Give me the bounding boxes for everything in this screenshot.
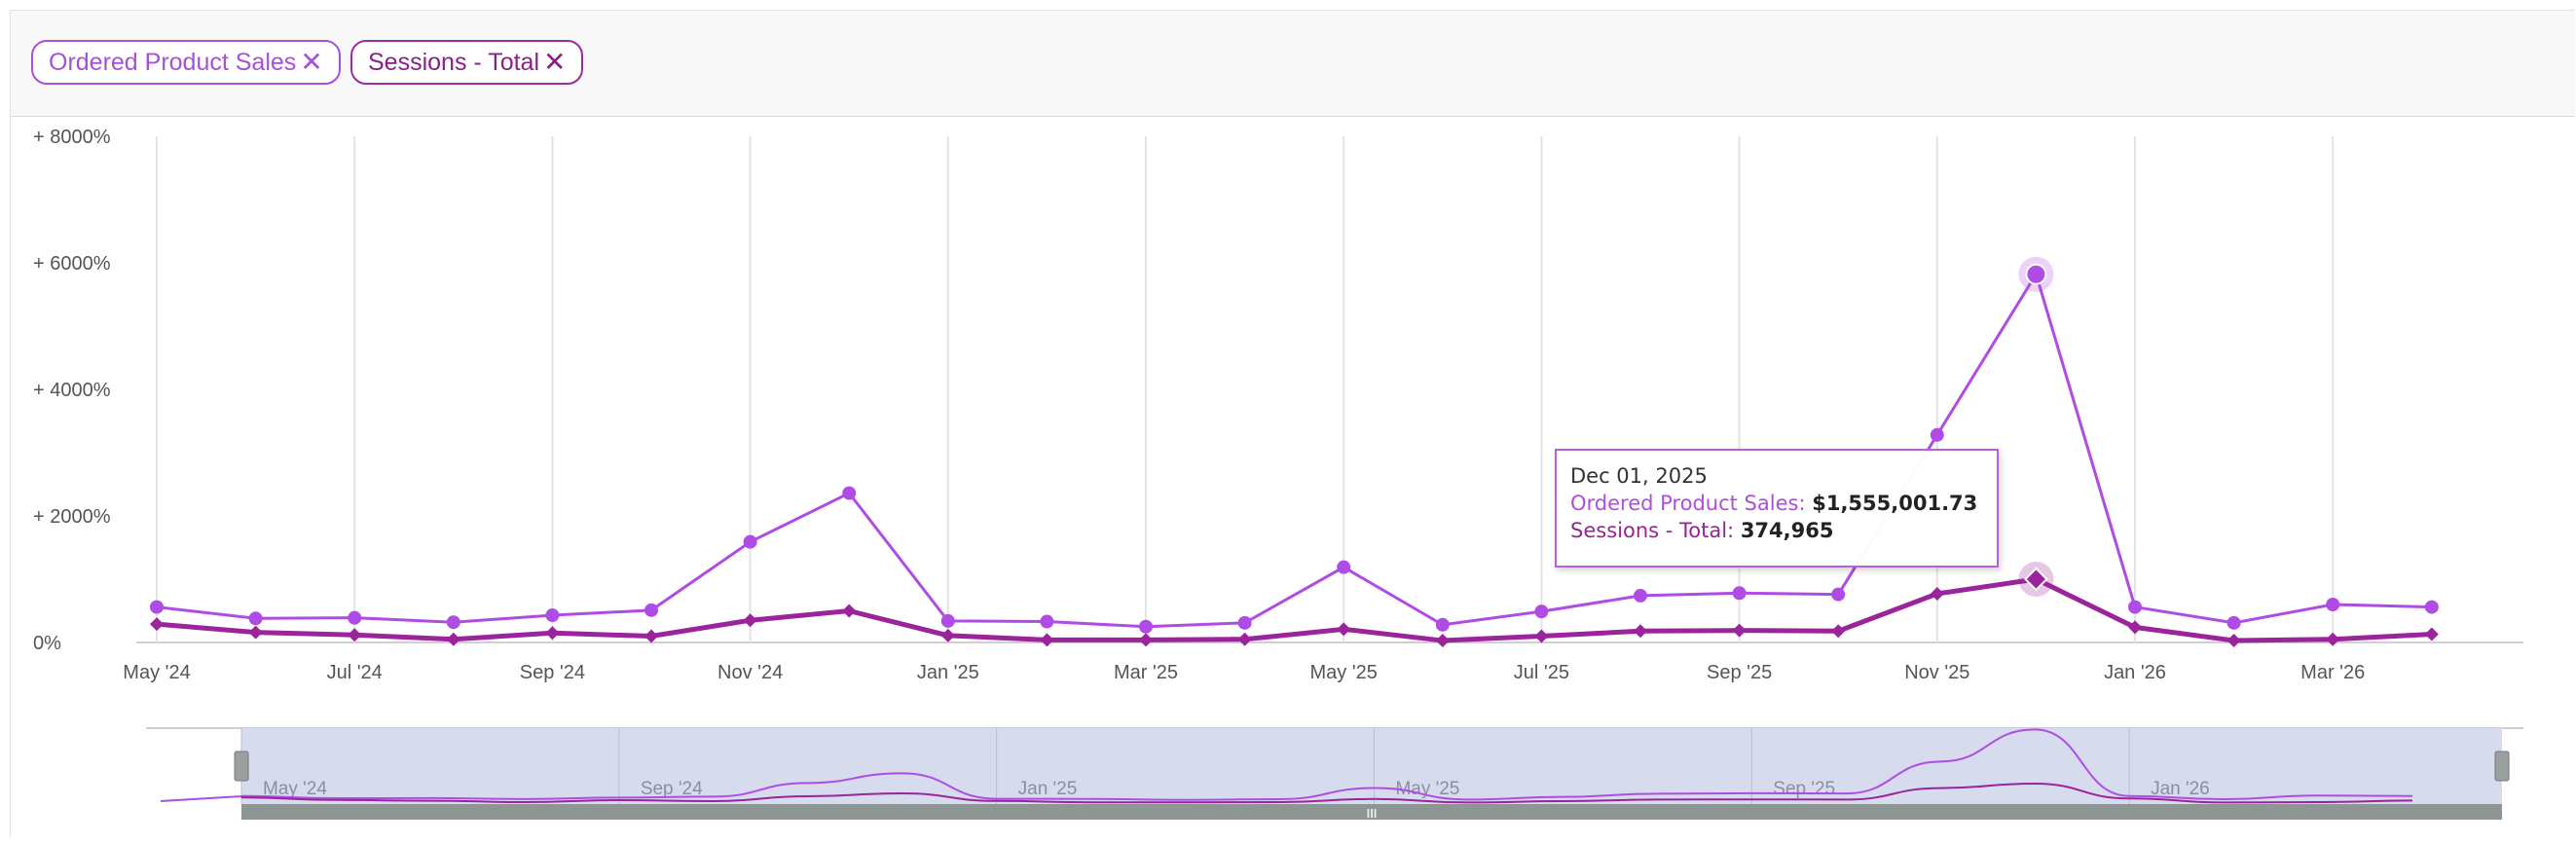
- data-point-ordered-product-sales: [2128, 600, 2142, 614]
- filter-chip-label: Sessions - Total: [368, 48, 540, 76]
- navigator-handle-right[interactable]: [2494, 751, 2510, 782]
- x-tick-label: Jul '25: [1514, 662, 1569, 683]
- data-point-sessions-total: [1634, 624, 1647, 639]
- close-icon[interactable]: ✕: [300, 47, 323, 77]
- data-point-sessions-total: [348, 628, 362, 642]
- data-point-ordered-product-sales: [1930, 427, 1944, 442]
- navigator-tick-label: Sep '24: [641, 779, 703, 799]
- data-point-sessions-total: [644, 629, 658, 643]
- data-point-ordered-product-sales: [743, 534, 757, 549]
- y-tick-label: + 4000%: [33, 380, 111, 401]
- filter-chip-ordered-product-sales[interactable]: Ordered Product Sales ✕: [31, 40, 341, 85]
- navigator-handle-left[interactable]: [234, 751, 249, 782]
- data-point-ordered-product-sales: [1435, 617, 1450, 632]
- data-point-ordered-product-sales: [446, 615, 460, 630]
- scrollbar-grip[interactable]: III: [1367, 806, 1378, 821]
- series-line-ordered-product-sales: [156, 271, 2432, 629]
- navigator-series-sessions-total: [240, 782, 2412, 804]
- data-point-sessions-total: [248, 625, 263, 640]
- x-tick-label: May '25: [1309, 662, 1377, 683]
- data-point-sessions-total: [1237, 632, 1252, 646]
- data-point-ordered-product-sales: [1732, 586, 1747, 601]
- x-tick-label: Mar '25: [1114, 662, 1178, 683]
- chart-tooltip: Dec 01, 2025 Ordered Product Sales: $1,5…: [1555, 449, 1999, 568]
- x-tick-label: Nov '25: [1904, 662, 1969, 683]
- data-point-ordered-product-sales: [545, 608, 560, 623]
- x-tick-label: Jan '25: [917, 662, 979, 683]
- data-point-ordered-product-sales: [644, 603, 658, 617]
- y-tick-label: + 8000%: [33, 127, 111, 148]
- x-tick-label: Sep '25: [1707, 662, 1772, 683]
- data-point-sessions-total: [2424, 627, 2439, 641]
- data-point-ordered-product-sales: [1237, 615, 1252, 630]
- data-point-ordered-product-sales: [2326, 598, 2340, 611]
- tooltip-sales-row: Ordered Product Sales: $1,555,001.73: [1570, 490, 1983, 517]
- data-point-sessions-total: [1930, 586, 1944, 601]
- data-point-ordered-product-sales: [1139, 619, 1153, 634]
- chart-panel: Ordered Product Sales ✕ Sessions - Total…: [10, 10, 2575, 838]
- data-point-ordered-product-sales: [150, 600, 164, 614]
- navigator-selected-range: [241, 728, 2502, 804]
- data-point-ordered-product-sales: [248, 611, 263, 626]
- navigator-tick-label: May '24: [263, 779, 327, 799]
- filter-chip-label: Ordered Product Sales: [49, 48, 297, 76]
- tooltip-sessions-value: 374,965: [1740, 519, 1834, 542]
- navigator-scrollbar: [241, 804, 2502, 820]
- data-point-ordered-product-sales: [940, 613, 955, 628]
- data-point-ordered-product-sales: [2424, 600, 2439, 614]
- data-point-sessions-total: [1337, 622, 1351, 637]
- data-point-sessions-total: [2128, 620, 2142, 635]
- x-tick-label: Sep '24: [520, 662, 585, 683]
- data-point-ordered-product-sales: [2226, 615, 2241, 630]
- filter-chip-sessions-total[interactable]: Sessions - Total ✕: [350, 40, 584, 85]
- tooltip-sales-value: $1,555,001.73: [1812, 492, 1978, 515]
- data-point-sessions-total: [940, 628, 955, 642]
- tooltip-date: Dec 01, 2025: [1570, 464, 1708, 488]
- data-point-ordered-product-sales: [842, 486, 857, 500]
- navigator-tick-label: Jan '26: [2151, 779, 2210, 799]
- x-tick-label: May '24: [123, 662, 190, 683]
- data-point-sessions-total: [2326, 632, 2340, 646]
- navigator-tick-label: Jan '25: [1018, 779, 1078, 799]
- data-point-ordered-product-sales: [1831, 587, 1846, 602]
- data-point-ordered-product-sales: [2025, 263, 2047, 285]
- data-point-sessions-total: [1831, 624, 1846, 639]
- navigator-series-left-extension: [160, 795, 242, 802]
- data-point-ordered-product-sales: [1337, 560, 1351, 574]
- x-tick-label: Mar '26: [2300, 662, 2365, 683]
- y-tick-label: + 6000%: [33, 253, 111, 275]
- navigator-tick-label: May '25: [1395, 779, 1459, 799]
- tooltip-sessions-row: Sessions - Total: 374,965: [1570, 517, 1983, 544]
- data-point-ordered-product-sales: [348, 610, 362, 625]
- data-point-sessions-total: [446, 632, 460, 646]
- data-point-sessions-total: [842, 604, 857, 618]
- navigator-tick-label: Sep '25: [1773, 779, 1835, 799]
- x-tick-label: Nov '24: [718, 662, 783, 683]
- data-point-ordered-product-sales: [1534, 605, 1549, 619]
- data-point-sessions-total: [545, 626, 560, 641]
- data-point-ordered-product-sales: [1040, 614, 1054, 629]
- data-point-sessions-total: [1139, 633, 1153, 647]
- data-point-sessions-total: [2226, 634, 2241, 648]
- tooltip-sales-label: Ordered Product Sales:: [1570, 492, 1806, 515]
- series-line-sessions-total: [156, 576, 2432, 643]
- close-icon[interactable]: ✕: [543, 47, 567, 77]
- data-point-sessions-total: [1534, 629, 1549, 643]
- data-point-sessions-total: [1435, 634, 1450, 648]
- tooltip-sessions-label: Sessions - Total:: [1570, 519, 1735, 542]
- x-tick-label: Jan '26: [2104, 662, 2166, 683]
- y-tick-label: 0%: [33, 633, 61, 654]
- y-tick-label: + 2000%: [33, 506, 111, 528]
- data-point-sessions-total: [150, 617, 164, 632]
- data-point-sessions-total: [743, 613, 757, 628]
- data-point-ordered-product-sales: [1634, 588, 1647, 603]
- data-point-sessions-total: [2023, 567, 2048, 592]
- data-point-sessions-total: [1732, 623, 1747, 638]
- filter-bar: Ordered Product Sales ✕ Sessions - Total…: [11, 11, 2575, 117]
- navigator-series-ordered-product-sales: [240, 728, 2412, 801]
- x-tick-label: Jul '24: [327, 662, 383, 683]
- data-point-sessions-total: [1040, 633, 1054, 647]
